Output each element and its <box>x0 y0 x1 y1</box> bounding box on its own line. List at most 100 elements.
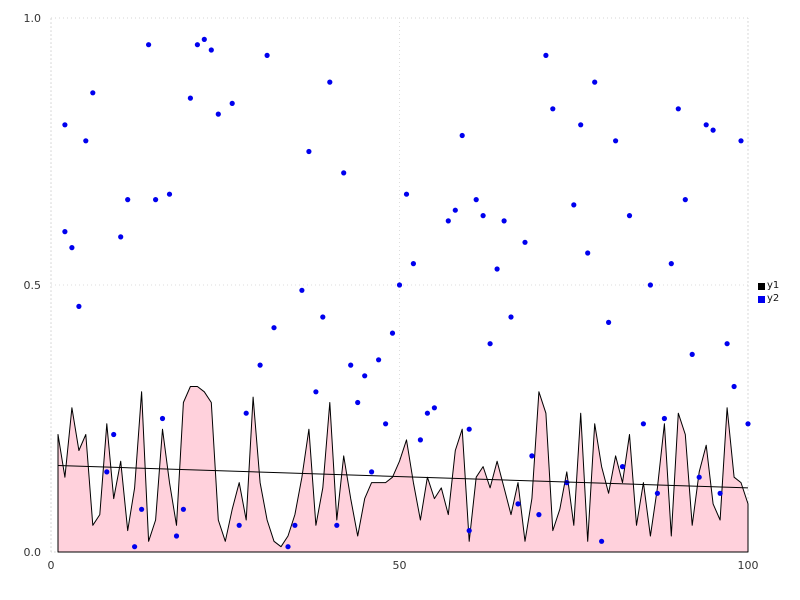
scatter-point <box>229 100 235 106</box>
scatter-point <box>376 357 382 363</box>
scatter-point <box>640 421 647 427</box>
y-tick-label: 1.0 <box>24 12 42 25</box>
scatter-point <box>306 148 312 155</box>
scatter-point <box>389 330 396 336</box>
scatter-point <box>410 261 416 267</box>
scatter-point <box>578 122 584 128</box>
scatter-point <box>355 399 361 406</box>
scatter-point <box>494 266 500 272</box>
scatter-point <box>348 362 354 368</box>
y-tick-label: 0.5 <box>24 279 42 292</box>
scatter-point <box>201 36 207 43</box>
scatter-point <box>550 106 556 112</box>
scatter-point <box>668 261 674 267</box>
legend-label-y1: y1 <box>767 280 780 291</box>
legend-label-y2: y2 <box>767 293 780 304</box>
scatter-point <box>159 415 166 422</box>
legend: y1 y2 <box>758 280 779 305</box>
scatter-point <box>403 191 410 197</box>
scatter-point <box>62 122 68 128</box>
scatter-point <box>313 389 319 395</box>
scatter-point <box>473 197 479 203</box>
scatter-point <box>682 197 688 203</box>
x-tick-label: 50 <box>393 559 407 572</box>
scatter-point <box>564 480 570 486</box>
scatter-point <box>724 341 730 347</box>
scatter-point <box>703 122 709 128</box>
scatter-point <box>334 522 340 528</box>
scatter-point <box>431 405 437 411</box>
scatter-point <box>285 544 291 550</box>
scatter-point <box>696 474 702 480</box>
scatter-point <box>292 522 298 528</box>
scatter-point <box>383 421 389 427</box>
trend-line-y1-trend <box>57 464 749 489</box>
scatter-point <box>83 138 89 144</box>
scatter-point <box>424 410 430 416</box>
y-tick-label: 0.0 <box>24 546 42 559</box>
scatter-point <box>619 464 626 470</box>
scatter-point <box>689 351 695 357</box>
legend-item-y1: y1 <box>758 280 779 292</box>
scatter-point <box>480 213 486 219</box>
scatter-point <box>675 106 681 112</box>
scatter-point <box>125 197 131 203</box>
scatter-point <box>717 490 723 496</box>
scatter-point <box>396 282 403 288</box>
scatter-point <box>522 239 528 245</box>
area-series-y1 <box>57 386 749 553</box>
scatter-point <box>654 490 661 496</box>
scatter-point <box>208 47 214 53</box>
scatter-point <box>508 314 514 320</box>
scatter-point <box>362 373 368 379</box>
scatter-point <box>153 197 159 203</box>
scatter-point <box>487 341 493 347</box>
scatter-point <box>452 207 458 213</box>
scatter-point <box>710 127 716 133</box>
scatter-point <box>606 319 612 325</box>
scatter-point <box>445 218 451 224</box>
scatter-point <box>132 544 138 550</box>
scatter-point <box>62 229 68 235</box>
scatter-point <box>90 90 96 96</box>
scatter-point <box>501 218 507 224</box>
scatter-point <box>661 415 668 422</box>
scatter-point <box>417 437 423 443</box>
x-tick-label: 0 <box>48 559 55 572</box>
scatter-point <box>264 52 270 59</box>
scatter-point <box>187 95 193 101</box>
x-tick-label: 100 <box>738 559 759 572</box>
scatter-point <box>626 213 633 219</box>
scatter-point <box>173 533 180 539</box>
scatter-point <box>341 170 347 176</box>
scatter-point <box>166 191 173 197</box>
scatter-point <box>118 234 124 240</box>
scatter-point <box>320 314 326 320</box>
scatter-point <box>69 245 75 251</box>
scatter-point <box>731 383 737 390</box>
scatter-point <box>466 426 472 432</box>
scatter-point <box>647 282 654 288</box>
scatter-point <box>299 287 305 293</box>
scatter-point <box>543 52 549 59</box>
scatter-point <box>257 362 263 368</box>
scatter-point <box>104 469 110 475</box>
scatter-point <box>571 202 577 208</box>
scatter-point <box>111 431 117 438</box>
legend-swatch-y2-icon <box>758 295 765 303</box>
legend-swatch-y1-icon <box>758 282 765 290</box>
scatter-point <box>271 325 277 331</box>
scatter-point <box>613 138 619 144</box>
scatter-point <box>466 528 472 534</box>
scatter-point <box>139 506 145 512</box>
scatter-point <box>243 410 249 416</box>
scatter-point <box>592 79 598 85</box>
scatter-point <box>599 538 605 544</box>
scatter-point <box>536 511 542 518</box>
scatter-point <box>180 506 186 512</box>
scatter-point <box>369 469 375 475</box>
scatter-point <box>459 132 465 139</box>
scatter-point <box>327 79 333 85</box>
